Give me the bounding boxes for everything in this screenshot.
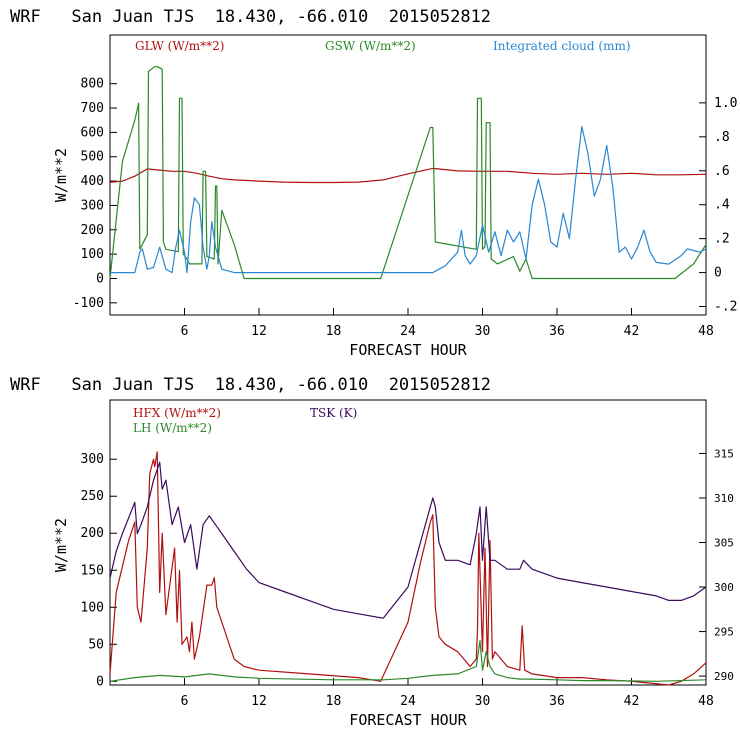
y-tick-label: 400 — [81, 174, 104, 189]
x-tick-label: 48 — [698, 324, 714, 339]
x-tick-label: 24 — [400, 694, 416, 709]
y2-tick-label: .4 — [714, 198, 730, 213]
bottom-x-axis-label: FORECAST HOUR — [349, 711, 467, 729]
y2-tick-label: 290 — [714, 670, 734, 683]
bottom-y-axis-label: W/m**2 — [52, 518, 70, 572]
x-tick-label: 42 — [624, 694, 640, 709]
x-tick-label: 18 — [326, 324, 342, 339]
series-line-gsw — [109, 66, 707, 280]
y2-tick-label: .2 — [714, 232, 730, 247]
y2-tick-label: -.2 — [714, 300, 737, 315]
y-tick-label: 300 — [81, 198, 104, 213]
x-tick-label: 12 — [251, 324, 267, 339]
y-tick-label: 50 — [88, 637, 104, 652]
x-tick-label: 42 — [624, 324, 640, 339]
x-tick-label: 36 — [549, 694, 565, 709]
y2-tick-label: 1.0 — [714, 96, 737, 111]
x-tick-label: 30 — [475, 324, 491, 339]
y-tick-label: 0 — [96, 674, 104, 689]
series-line-glw — [109, 167, 707, 184]
bottom-y2-ticks: 290 295 300 305 310 315 — [699, 447, 734, 683]
top-series-group — [109, 66, 707, 280]
y-tick-label: 0 — [96, 271, 104, 286]
top-y-ticks: -100 0 100 200 300 400 500 600 700 800 — [73, 77, 117, 311]
bottom-series-group — [109, 451, 707, 686]
x-tick-label: 6 — [181, 324, 189, 339]
series-line-hfx — [109, 451, 707, 686]
top-legend-cloud: Integrated cloud (mm) — [493, 39, 631, 53]
x-tick-label: 6 — [181, 694, 189, 709]
y-tick-label: 200 — [81, 223, 104, 238]
top-x-ticks: 6 12 18 24 30 36 42 48 — [181, 308, 714, 339]
x-tick-label: 24 — [400, 324, 416, 339]
y2-tick-label: 295 — [714, 626, 734, 639]
y-tick-label: 100 — [81, 247, 104, 262]
y2-tick-label: 310 — [714, 492, 734, 505]
y2-tick-label: 315 — [714, 447, 734, 460]
bottom-legend-lh: LH (W/m**2) — [133, 421, 212, 435]
y-tick-label: 150 — [81, 563, 104, 578]
y-tick-label: 300 — [81, 452, 104, 467]
y-tick-label: 800 — [81, 77, 104, 92]
y2-tick-label: .6 — [714, 164, 730, 179]
bottom-chart: WRF San Juan TJS 18.430, -66.010 2015052… — [10, 375, 734, 729]
x-tick-label: 18 — [326, 694, 342, 709]
bottom-legend-hfx: HFX (W/m**2) — [133, 406, 221, 420]
x-tick-label: 12 — [251, 694, 267, 709]
x-tick-label: 48 — [698, 694, 714, 709]
bottom-chart-title: WRF San Juan TJS 18.430, -66.010 2015052… — [10, 375, 491, 395]
x-tick-label: 36 — [549, 324, 565, 339]
y-tick-label: 700 — [81, 101, 104, 116]
y-tick-label: -100 — [73, 296, 104, 311]
y-tick-label: 500 — [81, 150, 104, 165]
bottom-x-ticks: 6 12 18 24 30 36 42 48 — [181, 678, 714, 709]
y-tick-label: 100 — [81, 600, 104, 615]
y-tick-label: 200 — [81, 526, 104, 541]
top-chart-title: WRF San Juan TJS 18.430, -66.010 2015052… — [10, 7, 491, 27]
y-tick-label: 250 — [81, 489, 104, 504]
x-tick-label: 30 — [475, 694, 491, 709]
y-tick-label: 600 — [81, 125, 104, 140]
top-legend-glw: GLW (W/m**2) — [135, 39, 224, 53]
top-x-axis-label: FORECAST HOUR — [349, 341, 467, 359]
y2-tick-label: .8 — [714, 130, 730, 145]
top-y-axis-label: W/m**2 — [52, 148, 70, 202]
y2-tick-label: 0 — [714, 266, 722, 281]
bottom-plot-frame — [109, 399, 707, 686]
series-line-tsk — [109, 461, 707, 619]
top-chart: WRF San Juan TJS 18.430, -66.010 2015052… — [10, 7, 737, 359]
bottom-legend-tsk: TSK (K) — [310, 406, 357, 420]
top-y2-ticks: -.2 0 .2 .4 .6 .8 1.0 — [699, 96, 737, 315]
y2-tick-label: 305 — [714, 537, 734, 550]
bottom-y-ticks: 0 50 100 150 200 250 300 — [81, 452, 117, 689]
series-line-integrated — [110, 125, 707, 274]
y2-tick-label: 300 — [714, 581, 734, 594]
top-legend-gsw: GSW (W/m**2) — [325, 39, 416, 53]
series-line-lh — [109, 639, 707, 682]
